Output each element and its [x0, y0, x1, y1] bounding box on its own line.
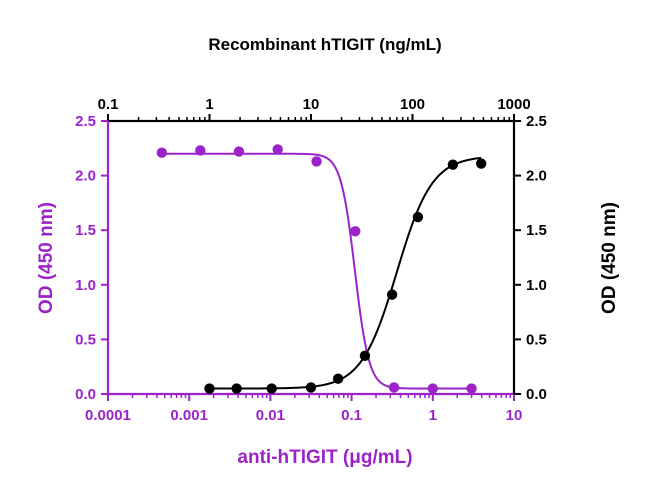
- purple-data-point: [233, 146, 245, 157]
- top-tick-label: 0.1: [98, 96, 119, 113]
- black-data-point: [266, 383, 277, 394]
- data-points: [156, 144, 487, 394]
- bottom-tick-label: 0.01: [256, 407, 285, 424]
- top-tick-label: 10: [303, 96, 320, 113]
- black-data-point: [332, 373, 344, 384]
- right-tick-label: 0.0: [526, 386, 547, 403]
- top-x-axis-ticks: 0.1 1 10 100 1000: [98, 96, 531, 121]
- black-data-point: [386, 289, 398, 300]
- fitted-curves: [161, 152, 482, 390]
- left-tick-label: 2.0: [75, 168, 96, 185]
- right-tick-label: 2.5: [526, 113, 547, 130]
- right-y-axis-ticks: 0.0 0.5 1.0 1.5 2.0 2.5: [514, 113, 547, 403]
- x-axis-label: anti-hTIGIT (μg/mL): [237, 447, 412, 468]
- black-data-point: [204, 383, 215, 394]
- left-y-axis-ticks: 0.0 0.5 1.0 1.5 2.0 2.5: [75, 113, 108, 403]
- left-y-axis-label: OD (450 nm): [36, 202, 57, 314]
- right-tick-label: 1.0: [526, 277, 547, 294]
- left-tick-label: 0.0: [75, 386, 96, 403]
- purple-data-point: [427, 383, 438, 394]
- bottom-tick-label: 1: [429, 407, 437, 424]
- black-data-point: [305, 382, 317, 393]
- purple-data-point: [350, 226, 361, 237]
- black-data-point: [412, 211, 424, 223]
- right-tick-label: 2.0: [526, 168, 547, 185]
- bottom-x-axis-ticks: 0.0001 0.001 0.01 0.1 1 10: [85, 394, 522, 424]
- right-tick-label: 0.5: [526, 331, 547, 348]
- purple-data-point: [311, 156, 322, 167]
- black-data-point: [231, 383, 242, 394]
- top-tick-label: 1: [205, 96, 213, 113]
- bottom-tick-label: 0.0001: [85, 407, 131, 424]
- bottom-tick-label: 10: [506, 407, 523, 424]
- bottom-tick-label: 0.1: [341, 407, 362, 424]
- left-tick-label: 2.5: [75, 113, 96, 130]
- left-tick-label: 0.5: [75, 331, 96, 348]
- purple-fit-curve: [161, 152, 472, 390]
- bottom-tick-label: 0.001: [170, 407, 208, 424]
- right-y-axis-label: OD (450 nm): [599, 202, 620, 314]
- top-tick-label: 100: [400, 96, 425, 113]
- left-tick-label: 1.5: [75, 222, 96, 239]
- chart-title: Recombinant hTIGIT (ng/mL): [208, 35, 441, 54]
- black-data-point: [475, 158, 487, 169]
- purple-data-point: [388, 382, 400, 393]
- purple-data-point: [272, 144, 283, 155]
- purple-data-point: [195, 145, 206, 156]
- purple-data-point: [156, 147, 168, 158]
- black-data-point: [447, 159, 459, 170]
- right-tick-label: 1.5: [526, 222, 547, 239]
- black-data-point: [359, 350, 371, 361]
- black-fit-curve: [209, 156, 482, 390]
- purple-data-point: [466, 383, 477, 394]
- left-tick-label: 1.0: [75, 277, 96, 294]
- top-tick-label: 1000: [497, 96, 530, 113]
